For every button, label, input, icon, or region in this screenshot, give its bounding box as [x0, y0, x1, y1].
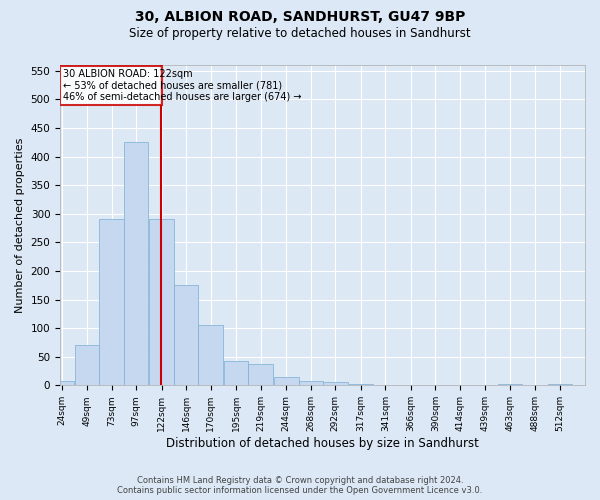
Bar: [199, 326, 223, 386]
Text: ← 53% of detached houses are smaller (781): ← 53% of detached houses are smaller (78…: [63, 80, 282, 90]
Text: 30 ALBION ROAD: 122sqm: 30 ALBION ROAD: 122sqm: [63, 69, 193, 79]
Text: 30, ALBION ROAD, SANDHURST, GU47 9BP: 30, ALBION ROAD, SANDHURST, GU47 9BP: [135, 10, 465, 24]
Text: 46% of semi-detached houses are larger (674) →: 46% of semi-detached houses are larger (…: [63, 92, 302, 102]
Bar: [174, 285, 199, 386]
Bar: [75, 346, 100, 386]
Bar: [248, 364, 273, 386]
Y-axis label: Number of detached properties: Number of detached properties: [15, 138, 25, 313]
Bar: [423, 385, 448, 386]
Bar: [49, 381, 74, 386]
Bar: [224, 360, 248, 386]
Bar: [548, 384, 572, 386]
Bar: [60, 66, 162, 105]
Bar: [100, 220, 124, 386]
Bar: [497, 384, 522, 386]
Bar: [124, 142, 148, 386]
X-axis label: Distribution of detached houses by size in Sandhurst: Distribution of detached houses by size …: [166, 437, 479, 450]
Text: Contains HM Land Registry data © Crown copyright and database right 2024.
Contai: Contains HM Land Registry data © Crown c…: [118, 476, 482, 495]
Text: Size of property relative to detached houses in Sandhurst: Size of property relative to detached ho…: [129, 28, 471, 40]
Bar: [149, 220, 174, 386]
Bar: [349, 384, 373, 386]
Bar: [323, 382, 347, 386]
Bar: [299, 381, 323, 386]
Bar: [274, 377, 299, 386]
